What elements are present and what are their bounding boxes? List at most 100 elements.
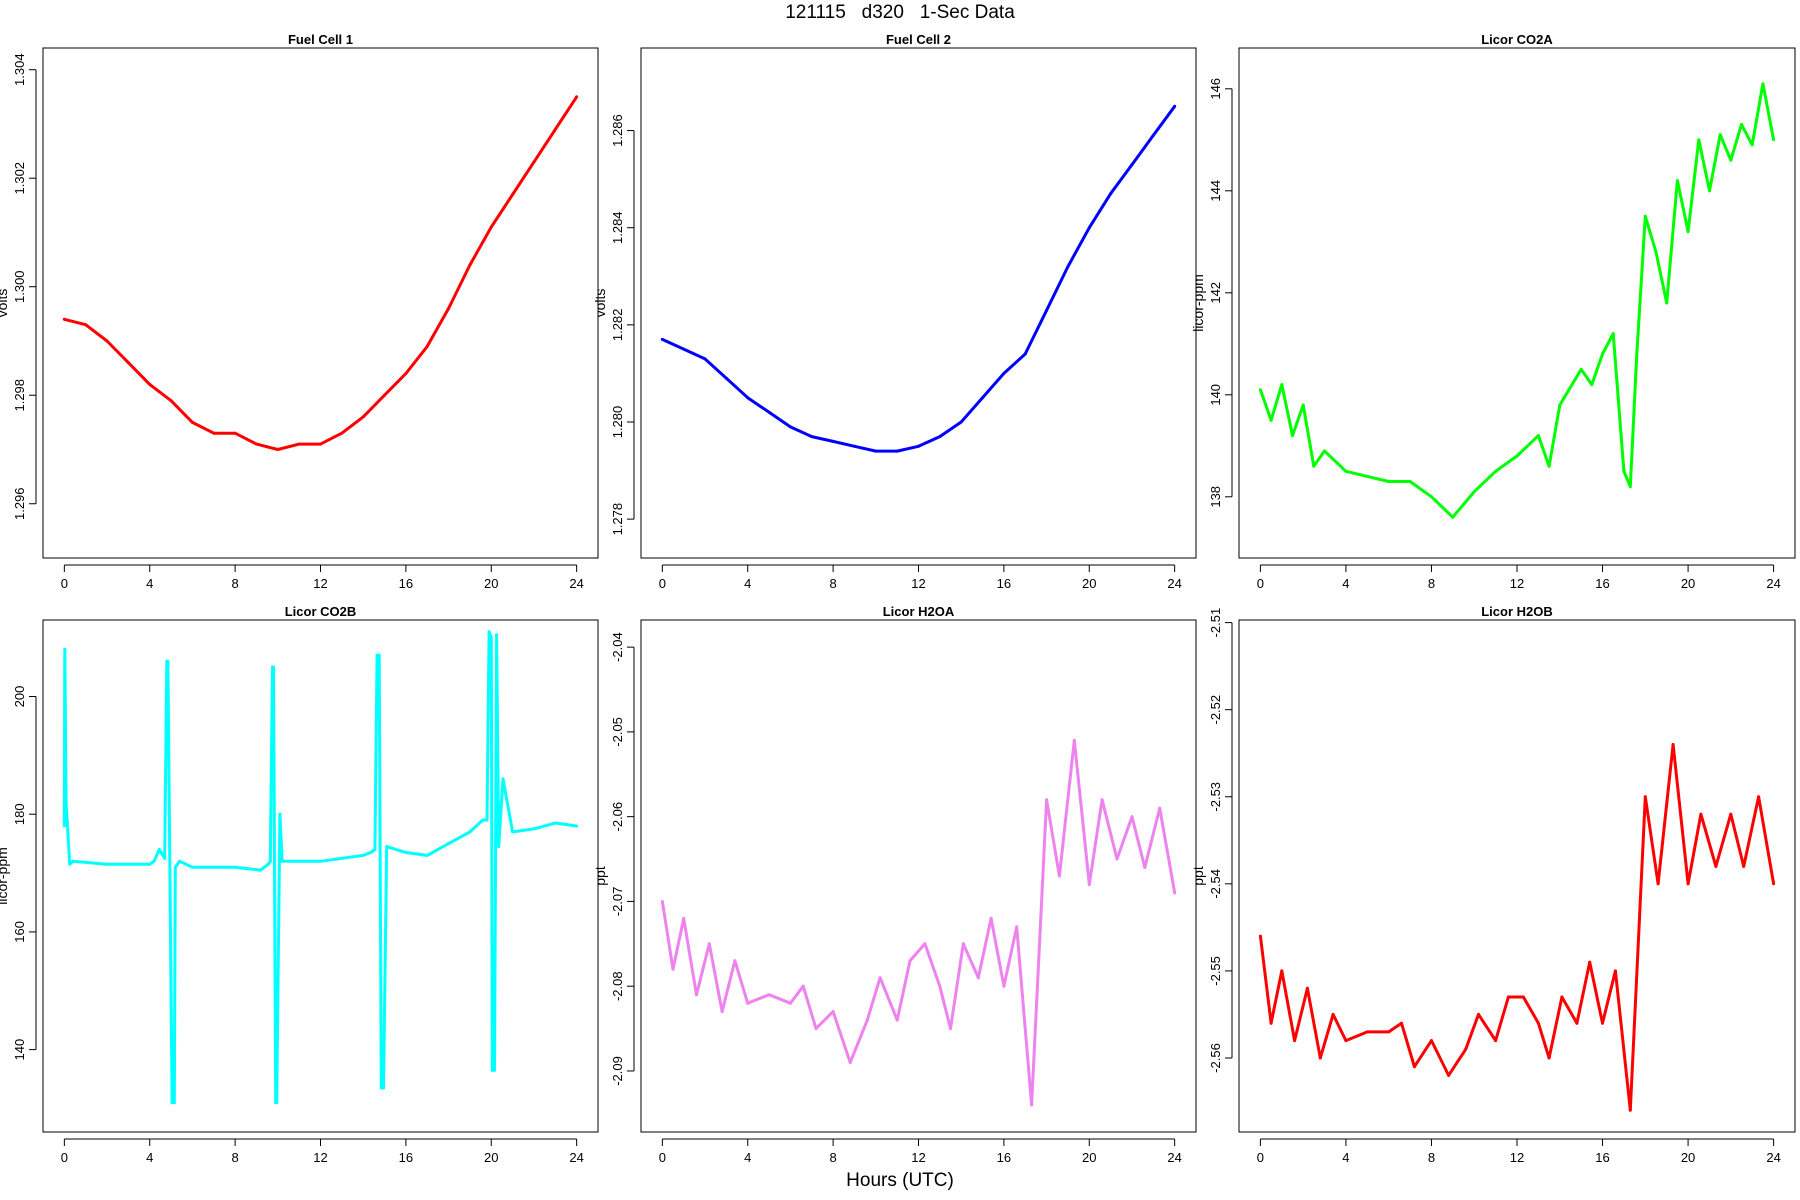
x-tick-label: 0 [1257, 1150, 1264, 1165]
data-point [1057, 874, 1061, 878]
chart-panel-2: Fuel Cell 2 volts 0 4 8 12 16 20 24 1.278 1.280 1.2… [592, 32, 1197, 591]
data-point [1547, 464, 1551, 468]
x-tick-label: 12 [1510, 576, 1524, 591]
data-point [1408, 480, 1412, 483]
y-axis-label: ppt [1190, 866, 1206, 886]
data-point [1643, 795, 1647, 799]
data-point [1560, 995, 1564, 999]
data-point [84, 323, 88, 327]
x-tick-label: 12 [911, 1150, 925, 1165]
y-tick-label: -2.05 [610, 717, 625, 747]
data-point [959, 420, 963, 424]
data-point [172, 1101, 176, 1105]
data-point [493, 1068, 496, 1072]
data-point [1494, 469, 1498, 473]
data-point [1536, 1021, 1540, 1025]
data-point [1464, 1047, 1468, 1051]
data-point [878, 976, 882, 980]
data-point [1601, 1021, 1604, 1025]
data-point [814, 1027, 818, 1031]
data-point [1030, 1103, 1034, 1107]
x-tick-label: 16 [1595, 576, 1609, 591]
data-point [383, 393, 386, 397]
data-point [276, 448, 280, 451]
data-point [1430, 1039, 1433, 1043]
data-point [157, 848, 161, 851]
data-point [1045, 798, 1049, 802]
data-point [1654, 250, 1658, 254]
data-point [1494, 1039, 1498, 1043]
x-tick-label: 4 [146, 576, 153, 591]
y-tick-label: 146 [1208, 78, 1223, 100]
data-point [976, 976, 980, 980]
y-tick-label: -2.08 [610, 971, 625, 1001]
data-point [1023, 352, 1027, 356]
data-point [1447, 1073, 1451, 1077]
data-point [1323, 449, 1326, 453]
x-tick-label: 16 [1595, 1150, 1609, 1165]
data-point [788, 1001, 792, 1005]
data-point [1387, 1030, 1391, 1034]
data-point [62, 824, 66, 828]
y-tick-label: -2.51 [1208, 608, 1223, 638]
data-point [981, 396, 984, 400]
y-tick-label: -2.04 [610, 632, 625, 662]
data-point [1590, 383, 1594, 387]
y-tick-label: -2.09 [610, 1056, 625, 1086]
x-tick-label: 0 [61, 576, 68, 591]
data-line-series-1 [1258, 82, 1776, 519]
data-point [489, 225, 493, 229]
plot-frame [1238, 619, 1796, 1133]
data-point [938, 984, 942, 988]
x-tick-label: 16 [399, 1150, 413, 1165]
data-point [148, 862, 152, 866]
data-point [1558, 403, 1562, 407]
data-point [71, 859, 75, 863]
data-point [468, 263, 472, 267]
x-tick-label: 0 [1257, 576, 1264, 591]
data-point [1757, 795, 1761, 799]
plot-frame [42, 619, 599, 1133]
x-tick-label: 20 [1681, 576, 1695, 591]
x-tick-label: 8 [231, 576, 238, 591]
y-tick-label: 1.280 [610, 406, 625, 439]
data-point [63, 647, 67, 651]
data-point [1643, 214, 1647, 218]
data-point [1628, 485, 1632, 489]
plot-frame [640, 47, 1197, 559]
chart-title: Licor H2OA [883, 604, 955, 619]
data-point [340, 431, 344, 435]
data-point [724, 376, 728, 380]
data-point [382, 1086, 385, 1090]
data-point [1729, 158, 1733, 162]
data-point [746, 1001, 750, 1005]
data-point [126, 361, 130, 365]
data-point [961, 942, 965, 946]
chart-title: Licor H2OB [1481, 604, 1553, 619]
x-tick-label: 4 [744, 576, 751, 591]
y-tick-label: 1.282 [610, 309, 625, 342]
x-tick-label: 20 [1082, 1150, 1096, 1165]
y-tick-label: -2.56 [1208, 1043, 1223, 1073]
y-tick-label: 142 [1208, 282, 1223, 304]
data-point [173, 865, 177, 869]
data-point [148, 382, 152, 386]
y-tick-label: 1.296 [12, 487, 27, 520]
data-point [501, 777, 505, 781]
data-point [895, 1018, 899, 1022]
data-point [319, 442, 322, 446]
data-point [1588, 960, 1592, 964]
x-tick-label: 16 [997, 1150, 1011, 1165]
y-tick-label: 138 [1208, 486, 1223, 508]
data-point [532, 160, 536, 164]
data-point [361, 415, 365, 419]
data-point [801, 984, 805, 988]
data-point [1066, 265, 1070, 269]
data-point [1472, 490, 1476, 494]
x-tick-label: 24 [1167, 576, 1181, 591]
data-point [831, 439, 835, 443]
data-point [908, 959, 912, 963]
data-point [511, 830, 515, 834]
data-point [695, 993, 698, 997]
